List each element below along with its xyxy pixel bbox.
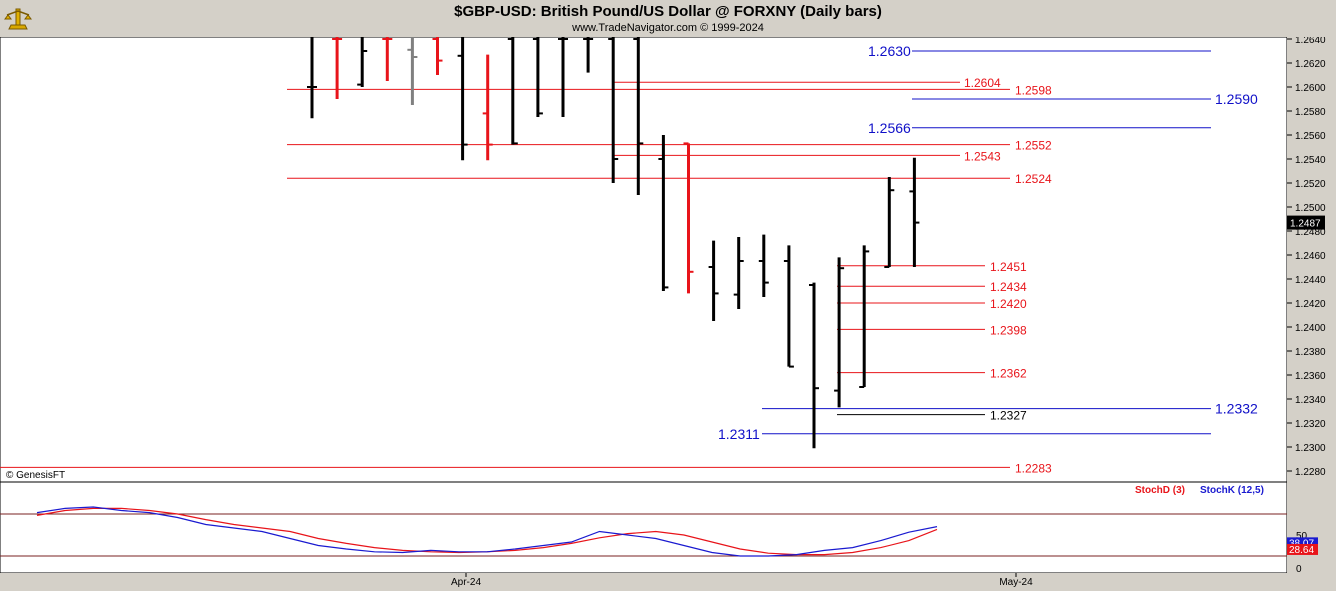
stoch-series-line [36,506,938,557]
copyright-text: www.TradeNavigator.com © 1999-2024 [572,22,764,34]
level-label: 1.2543 [964,149,1001,163]
chart-title: $GBP-USD: British Pound/US Dollar @ FORX… [454,3,882,20]
y-tick-label: 1.2460 [1295,251,1326,262]
stoch-d-legend: StochD (3) [1135,485,1185,496]
level-label: 1.2451 [990,260,1027,274]
y-tick-label: 1.2280 [1295,467,1326,478]
level-label: 1.2604 [964,76,1001,90]
y-tick-label: 1.2500 [1295,203,1326,214]
price-panel [0,36,1288,483]
y-tick-label: 1.2320 [1295,419,1326,430]
y-tick-label: 1.2540 [1295,155,1326,166]
y-tick-label: 1.2640 [1295,35,1326,46]
y-tick-label: 1.2600 [1295,83,1326,94]
chart-header: $GBP-USD: British Pound/US Dollar @ FORX… [0,0,1336,37]
level-label: 1.2420 [990,297,1027,311]
genesis-trader-logo-icon [4,8,32,30]
last-price-label: 1.2487 [1290,219,1321,230]
y-tick-label: 1.2480 [1295,227,1326,238]
level-label: 1.2283 [1015,461,1052,475]
stoch-k-badge [1287,537,1318,549]
stoch-k-legend: StochK (12,5) [1200,485,1264,496]
y-tick-label: 1.2520 [1295,179,1326,190]
stoch-tick-label: 0 [1296,564,1302,575]
level-label: 1.2566 [868,120,911,136]
y-tick-label: 1.2560 [1295,131,1326,142]
level-label: 1.2434 [990,280,1027,294]
y-tick-label: 1.2340 [1295,395,1326,406]
support-resistance-levels: 1.2630 1.2604 1.2598 1.2590 1.2566 1.2552 1.25… [0,43,1258,475]
stoch-tick-label: 50 [1296,531,1308,542]
y-tick-label: 1.2400 [1295,323,1326,334]
level-label: 1.2590 [1215,91,1258,107]
y-tick-label: 1.2380 [1295,347,1326,358]
level-label: 1.2398 [990,323,1027,337]
price-bars [307,37,920,449]
y-tick-label: 1.2580 [1295,107,1326,118]
genesis-credit: © GenesisFT [6,470,65,481]
y-tick-label: 1.2620 [1295,59,1326,70]
stochastic-panel [0,481,1288,574]
price-axis [1287,37,1336,573]
level-label: 1.2311 [718,426,760,442]
level-label: 1.2362 [990,367,1027,381]
last-price-badge [1287,215,1325,230]
level-label: 1.2327 [990,409,1027,423]
level-label: 1.2524 [1015,172,1052,186]
y-tick-label: 1.2440 [1295,275,1326,286]
time-axis [0,573,1336,591]
stoch-d-badge [1287,543,1318,555]
y-tick-label: 1.2300 [1295,443,1326,454]
x-tick-label: Apr-24 [451,577,481,588]
stoch-d-value: 28.64 [1289,545,1314,556]
level-label: 1.2332 [1215,401,1258,417]
y-tick-label: 1.2360 [1295,371,1326,382]
stoch-k-value: 38.07 [1289,538,1314,549]
level-label: 1.2630 [868,43,911,59]
x-tick-label: May-24 [999,577,1033,588]
level-label: 1.2598 [1015,83,1052,97]
level-label: 1.2552 [1015,139,1052,153]
price-axis-ticks: 1.2640 1.2620 1.2600 1.2580 1.2560 1.2540 1.25… [1287,35,1326,478]
time-axis-ticks: Apr-24 May-24 [451,573,1033,588]
y-tick-label: 1.2420 [1295,299,1326,310]
